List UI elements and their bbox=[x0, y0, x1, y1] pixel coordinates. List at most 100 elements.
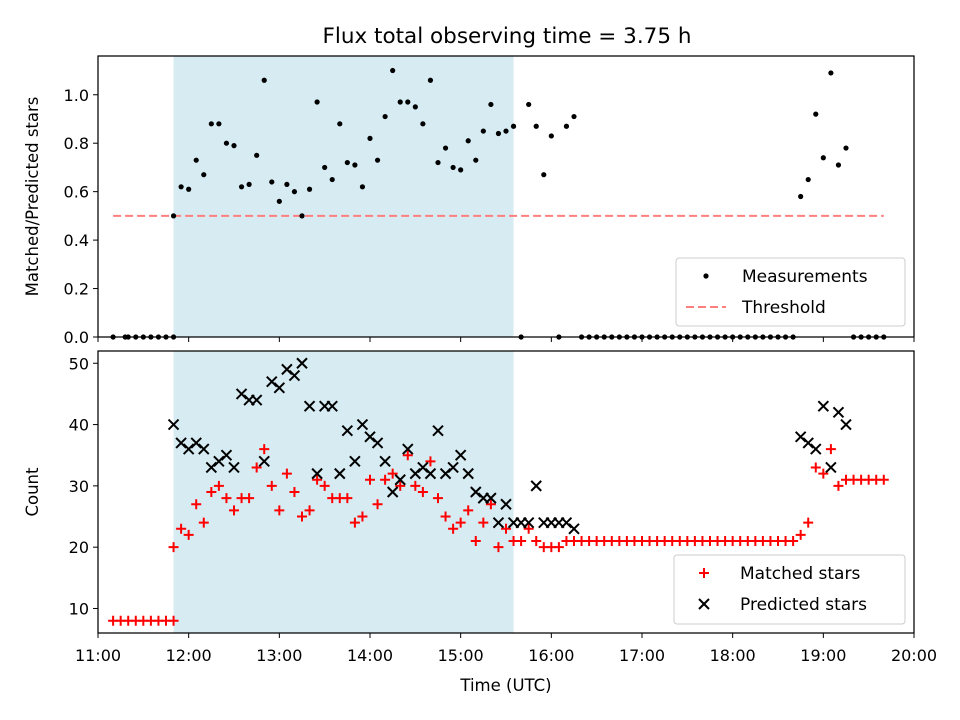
legend-predicted-label: Predicted stars bbox=[740, 595, 867, 615]
x-tick-label: 20:00 bbox=[891, 646, 937, 665]
measurement-point bbox=[231, 143, 237, 149]
predicted-star-point bbox=[296, 357, 308, 369]
measurement-point bbox=[835, 162, 842, 168]
predicted-star-point bbox=[825, 461, 837, 474]
measurement-point bbox=[813, 111, 819, 117]
matched-star-point bbox=[810, 462, 821, 473]
predicted-star-point bbox=[417, 461, 429, 474]
matched-star-point bbox=[788, 536, 799, 547]
predicted-star-point bbox=[522, 516, 535, 529]
measurement-point bbox=[548, 133, 554, 139]
predicted-star-point bbox=[500, 498, 512, 510]
x-tick-label: 11:00 bbox=[75, 646, 121, 665]
measurement-point bbox=[541, 172, 547, 178]
matched-star-point bbox=[168, 542, 179, 553]
matched-star-point bbox=[244, 493, 255, 504]
measurement-point bbox=[828, 70, 834, 76]
measurement-point bbox=[284, 181, 290, 187]
legend-measurements-marker bbox=[703, 273, 709, 279]
matched-star-point bbox=[795, 529, 806, 540]
ratio-panel: 0.0 0.2 0.4 0.6 0.8 1.0 Matched/Predicted sta… bbox=[23, 55, 915, 347]
matched-star-point bbox=[281, 468, 292, 479]
legend-box bbox=[675, 257, 906, 327]
predicted-star-point bbox=[334, 467, 346, 480]
predicted-star-point bbox=[205, 461, 218, 474]
ratio-panel-frame bbox=[97, 55, 915, 338]
matched-star-point bbox=[349, 517, 360, 528]
matched-star-point bbox=[229, 505, 239, 516]
legend-matched-marker bbox=[699, 568, 709, 578]
predicted-star-point bbox=[386, 486, 399, 498]
matched-star-point bbox=[433, 493, 443, 504]
predicted-star-point bbox=[182, 443, 195, 455]
predicted-star-point bbox=[190, 437, 202, 449]
predicted-star-point bbox=[409, 467, 422, 480]
x-tick-label: 13:00 bbox=[256, 646, 302, 665]
measurement-point bbox=[390, 67, 396, 74]
matched-star-point bbox=[448, 523, 459, 534]
matched-star-point bbox=[191, 499, 202, 510]
matched-star-point bbox=[833, 480, 844, 491]
measurement-point bbox=[352, 162, 358, 168]
predicted-star-point bbox=[250, 394, 263, 406]
measurement-point bbox=[178, 184, 184, 190]
matched-star-point bbox=[470, 536, 481, 547]
predicted-star-point bbox=[470, 486, 482, 498]
matched-star-point bbox=[259, 444, 270, 455]
measurement-point bbox=[291, 189, 298, 195]
predicted-star-point bbox=[311, 467, 323, 480]
predicted-star-point bbox=[198, 443, 210, 455]
predicted-star-point bbox=[817, 400, 830, 412]
measurement-point bbox=[412, 104, 418, 110]
count-panel-frame bbox=[97, 350, 915, 634]
predicted-star-point bbox=[228, 461, 240, 474]
predicted-star-point bbox=[356, 418, 369, 431]
predicted-star-point bbox=[364, 431, 376, 443]
measurement-point bbox=[571, 113, 577, 120]
x-tick-label: 19:00 bbox=[800, 646, 846, 665]
matched-star-point bbox=[425, 456, 436, 467]
y-tick-label: 1.0 bbox=[64, 86, 89, 105]
x-tick-label: 18:00 bbox=[710, 646, 756, 665]
matched-star-point bbox=[213, 480, 224, 491]
legend-measurements-label: Measurements bbox=[742, 267, 868, 287]
predicted-star-point bbox=[447, 461, 459, 474]
y-tick-label: 50 bbox=[69, 354, 89, 373]
legend-predicted-marker bbox=[698, 598, 710, 610]
predicted-star-point bbox=[379, 455, 391, 468]
matched-star-point bbox=[357, 511, 368, 522]
predicted-star-point bbox=[402, 443, 414, 455]
predicted-star-point bbox=[394, 474, 406, 486]
measurement-point bbox=[442, 145, 449, 151]
measurement-point bbox=[254, 152, 260, 158]
ratio-y-ticks: 0.0 0.2 0.4 0.6 0.8 1.0 bbox=[64, 86, 98, 347]
predicted-star-point bbox=[213, 455, 225, 468]
legend-matched-label: Matched stars bbox=[740, 564, 860, 584]
measurement-point bbox=[473, 157, 479, 163]
predicted-star-point bbox=[492, 516, 505, 529]
matched-star-point bbox=[493, 542, 504, 553]
predicted-star-markers bbox=[167, 357, 852, 535]
measurement-point bbox=[488, 101, 494, 108]
predicted-star-point bbox=[462, 467, 474, 480]
y-tick-label: 0.0 bbox=[64, 328, 89, 347]
ratio-legend: Measurements Threshold bbox=[675, 257, 906, 327]
measurement-point bbox=[382, 113, 388, 120]
chart-title: Flux total observing time = 3.75 h bbox=[323, 24, 692, 49]
predicted-star-point bbox=[288, 369, 301, 382]
measurement-point bbox=[216, 121, 222, 127]
matched-star-point bbox=[516, 536, 527, 547]
matched-star-point bbox=[402, 450, 413, 461]
matched-star-point bbox=[523, 523, 534, 534]
matched-star-point bbox=[365, 474, 375, 485]
x-tick-label: 16:00 bbox=[528, 646, 574, 665]
measurement-point bbox=[246, 181, 252, 187]
matched-star-point bbox=[380, 474, 391, 485]
matched-star-point bbox=[251, 462, 262, 473]
predicted-star-point bbox=[485, 492, 497, 504]
measurement-point bbox=[306, 186, 313, 192]
measurement-point bbox=[503, 128, 509, 134]
matched-star-point bbox=[176, 523, 187, 534]
predicted-star-point bbox=[281, 363, 293, 376]
y-tick-label: 30 bbox=[69, 477, 89, 496]
